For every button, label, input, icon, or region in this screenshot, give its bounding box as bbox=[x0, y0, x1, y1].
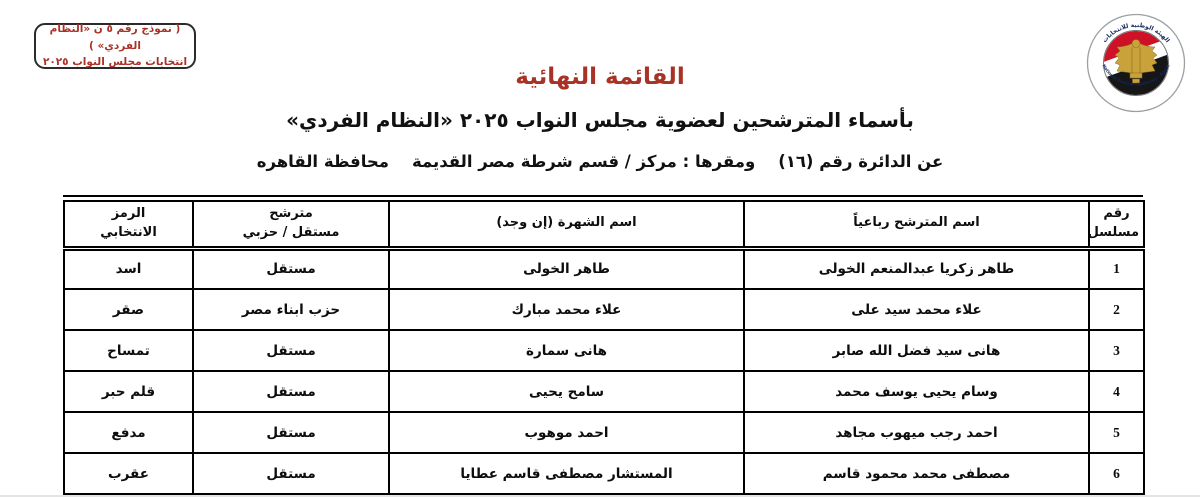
header-shorthand-name: اسم الشهرة (إن وجد) bbox=[388, 200, 745, 251]
candidate-shorthand: علاء محمد مبارك bbox=[388, 288, 745, 331]
table-row: 5 احمد رجب ميهوب مجاهد احمد موهوب مستقل … bbox=[63, 411, 1145, 454]
table-row: 2 علاء محمد سيد على علاء محمد مبارك حزب … bbox=[63, 288, 1145, 331]
candidate-symbol: تمساح bbox=[63, 329, 194, 372]
candidate-party: مستقل bbox=[192, 452, 390, 495]
candidate-symbol: صقر bbox=[63, 288, 194, 331]
golden-eagle-icon bbox=[1114, 39, 1158, 84]
candidate-shorthand: سامح يحيى bbox=[388, 370, 745, 413]
header-electoral-symbol: الرمز الانتخابي bbox=[63, 200, 194, 251]
candidate-serial: 5 bbox=[1088, 411, 1145, 454]
nea-logo: الهيئة الوطنية للانتخابات National Elect… bbox=[1086, 13, 1186, 113]
table-row: 3 هانى سيد فضل الله صابر هانى سمارة مستق… bbox=[63, 329, 1145, 372]
nea-seal-icon: الهيئة الوطنية للانتخابات National Elect… bbox=[1086, 13, 1186, 113]
page-bottom-edge bbox=[0, 495, 1200, 497]
candidate-shorthand: طاهر الخولى bbox=[388, 247, 745, 290]
form-box-line1: ( نموذج رقم ٥ ن «النظام الفردي» ) bbox=[49, 22, 181, 52]
candidate-name: مصطفى محمد محمود قاسم bbox=[743, 452, 1090, 495]
candidate-name: وسام يحيى يوسف محمد bbox=[743, 370, 1090, 413]
candidate-serial: 1 bbox=[1088, 247, 1145, 290]
candidate-symbol: عقرب bbox=[63, 452, 194, 495]
candidate-symbol: اسد bbox=[63, 247, 194, 290]
candidate-serial: 6 bbox=[1088, 452, 1145, 495]
candidate-serial: 3 bbox=[1088, 329, 1145, 372]
header-serial: رقم مسلسل bbox=[1088, 200, 1145, 251]
form-number-box: ( نموذج رقم ٥ ن «النظام الفردي» ) انتخاب… bbox=[34, 23, 196, 69]
table-header-row: رقم مسلسل اسم المترشح رباعياً اسم الشهرة… bbox=[63, 200, 1145, 251]
header-candidate-name: اسم المترشح رباعياً bbox=[743, 200, 1090, 251]
district-line: عن الدائرة رقم (١٦) ومقرها : مركز / قسم … bbox=[256, 152, 944, 171]
table-top-rule bbox=[63, 195, 1143, 197]
header-party-status: مترشح مستقل / حزبي bbox=[192, 200, 390, 251]
candidate-name: احمد رجب ميهوب مجاهد bbox=[743, 411, 1090, 454]
page-title: القائمة النهائية bbox=[515, 64, 685, 90]
candidate-shorthand: المستشار مصطفى قاسم عطايا bbox=[388, 452, 745, 495]
candidate-serial: 2 bbox=[1088, 288, 1145, 331]
page-subtitle: بأسماء المترشحين لعضوية مجلس النواب ٢٠٢٥… bbox=[286, 108, 914, 132]
candidate-party: حزب ابناء مصر bbox=[192, 288, 390, 331]
candidate-party: مستقل bbox=[192, 329, 390, 372]
candidate-symbol: مدفع bbox=[63, 411, 194, 454]
candidate-symbol: قلم حبر bbox=[63, 370, 194, 413]
candidates-table: رقم مسلسل اسم المترشح رباعياً اسم الشهرة… bbox=[63, 200, 1145, 495]
table-row: 4 وسام يحيى يوسف محمد سامح يحيى مستقل قل… bbox=[63, 370, 1145, 413]
candidate-party: مستقل bbox=[192, 247, 390, 290]
candidate-name: هانى سيد فضل الله صابر bbox=[743, 329, 1090, 372]
candidate-serial: 4 bbox=[1088, 370, 1145, 413]
candidate-shorthand: هانى سمارة bbox=[388, 329, 745, 372]
table-row: 6 مصطفى محمد محمود قاسم المستشار مصطفى ق… bbox=[63, 452, 1145, 495]
candidate-name: علاء محمد سيد على bbox=[743, 288, 1090, 331]
candidate-shorthand: احمد موهوب bbox=[388, 411, 745, 454]
candidate-party: مستقل bbox=[192, 370, 390, 413]
candidate-name: طاهر زكريا عبدالمنعم الخولى bbox=[743, 247, 1090, 290]
candidate-party: مستقل bbox=[192, 411, 390, 454]
form-box-line2: انتخابات مجلس النواب ٢٠٢٥ bbox=[42, 56, 188, 69]
table-row: 1 طاهر زكريا عبدالمنعم الخولى طاهر الخول… bbox=[63, 247, 1145, 290]
